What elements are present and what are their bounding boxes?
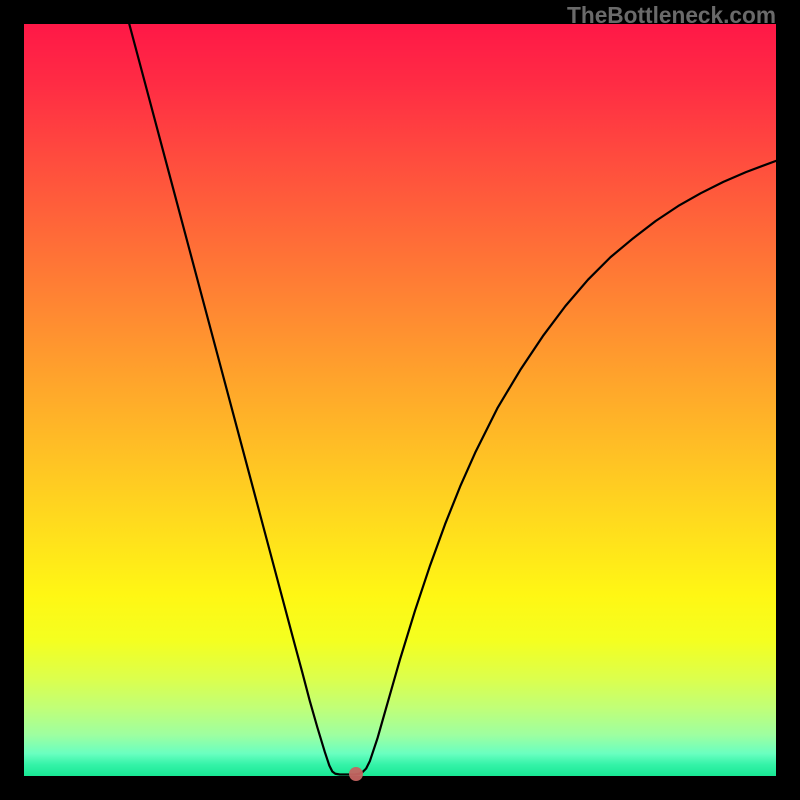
curve-path bbox=[129, 24, 776, 775]
minimum-marker bbox=[349, 767, 363, 781]
plot-area bbox=[24, 24, 776, 776]
chart-container: TheBottleneck.com bbox=[0, 0, 800, 800]
bottleneck-curve bbox=[24, 24, 776, 776]
watermark-text: TheBottleneck.com bbox=[567, 2, 776, 29]
